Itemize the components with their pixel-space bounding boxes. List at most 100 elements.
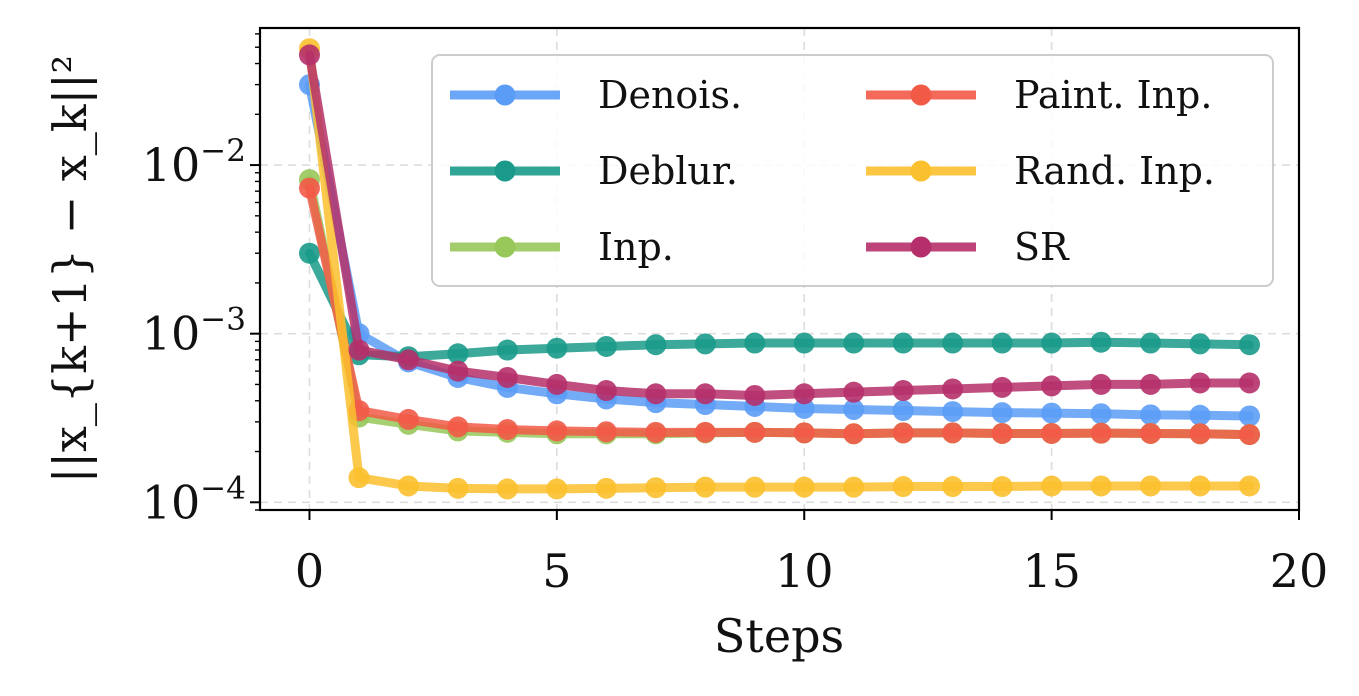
legend-swatch-marker <box>494 236 516 258</box>
data-point <box>397 475 419 497</box>
legend-label: SR <box>1014 225 1070 269</box>
data-point <box>447 360 469 382</box>
data-point <box>496 419 518 441</box>
x-tick-label: 15 <box>1022 544 1081 598</box>
data-point <box>793 397 815 419</box>
data-point <box>397 349 419 371</box>
data-point <box>892 400 914 422</box>
legend-box <box>431 54 1274 287</box>
data-point <box>298 177 320 199</box>
data-point <box>447 343 469 365</box>
data-point <box>496 366 518 388</box>
data-point <box>546 420 568 442</box>
data-point <box>298 44 320 66</box>
data-point <box>744 384 766 406</box>
y-tick-label: 10−3 <box>142 302 246 361</box>
y-tick-label: 10−2 <box>142 133 246 192</box>
data-point <box>1189 404 1211 426</box>
data-point <box>793 332 815 354</box>
data-point <box>1140 422 1162 444</box>
data-point <box>942 401 964 423</box>
data-point <box>1090 331 1112 353</box>
data-point <box>595 421 617 443</box>
data-point <box>645 421 667 443</box>
data-point <box>595 335 617 357</box>
data-point <box>1090 422 1112 444</box>
data-point <box>744 476 766 498</box>
data-point <box>348 339 370 361</box>
data-point <box>942 378 964 400</box>
data-point <box>991 332 1013 354</box>
legend-swatch-marker <box>910 160 932 182</box>
data-point <box>1189 423 1211 445</box>
data-point <box>843 381 865 403</box>
data-point <box>298 242 320 264</box>
data-point <box>991 476 1013 498</box>
legend-label: Denois. <box>598 73 742 117</box>
legend-swatch-marker <box>910 84 932 106</box>
data-point <box>892 476 914 498</box>
data-point <box>942 422 964 444</box>
plot-frame <box>258 26 1301 512</box>
data-point <box>645 383 667 405</box>
data-point <box>1189 333 1211 355</box>
legend: Denois. Deblur. Inp. Paint. Inp. Rand. Inp. S… <box>431 54 1274 287</box>
data-point <box>793 383 815 405</box>
data-point <box>694 476 716 498</box>
data-point <box>1090 403 1112 425</box>
x-tick-label: 10 <box>775 544 834 598</box>
data-point <box>744 421 766 443</box>
data-point <box>645 334 667 356</box>
data-point <box>991 402 1013 424</box>
data-point <box>447 477 469 499</box>
data-point <box>1239 372 1261 394</box>
data-point <box>397 408 419 430</box>
x-tick-label: 0 <box>295 544 324 598</box>
data-point <box>744 332 766 354</box>
legend-swatch-marker <box>494 84 516 106</box>
legend-label: Deblur. <box>598 149 738 193</box>
data-point <box>793 476 815 498</box>
data-point <box>843 423 865 445</box>
data-point <box>348 467 370 489</box>
data-point <box>546 337 568 359</box>
data-point <box>595 380 617 402</box>
data-point <box>1140 373 1162 395</box>
data-point <box>843 476 865 498</box>
data-point <box>1090 475 1112 497</box>
data-point <box>1090 373 1112 395</box>
data-point <box>892 380 914 402</box>
data-point <box>595 477 617 499</box>
data-point <box>694 383 716 405</box>
data-point <box>496 339 518 361</box>
data-point <box>1041 375 1063 397</box>
data-point <box>843 332 865 354</box>
y-tick-label: 10−4 <box>142 470 246 529</box>
data-point <box>645 477 667 499</box>
legend-label: Rand. Inp. <box>1014 149 1215 193</box>
data-point <box>1239 475 1261 497</box>
data-point <box>1189 372 1211 394</box>
data-series <box>298 38 1261 500</box>
data-point <box>1140 475 1162 497</box>
data-point <box>942 332 964 354</box>
legend-swatch-marker <box>494 160 516 182</box>
data-point <box>793 422 815 444</box>
legend-label: Paint. Inp. <box>1014 73 1212 117</box>
y-axis-title: ||x_{k+1} − x_k||² <box>43 55 97 483</box>
data-point <box>991 376 1013 398</box>
data-point <box>447 416 469 438</box>
data-point <box>1041 332 1063 354</box>
legend-swatch-marker <box>910 236 932 258</box>
data-point <box>694 333 716 355</box>
data-point <box>892 422 914 444</box>
data-point <box>991 422 1013 444</box>
data-point <box>1239 424 1261 446</box>
x-tick-label: 20 <box>1270 544 1329 598</box>
data-point <box>1140 332 1162 354</box>
data-point <box>942 476 964 498</box>
data-point <box>1239 334 1261 356</box>
data-point <box>892 332 914 354</box>
data-point <box>546 373 568 395</box>
